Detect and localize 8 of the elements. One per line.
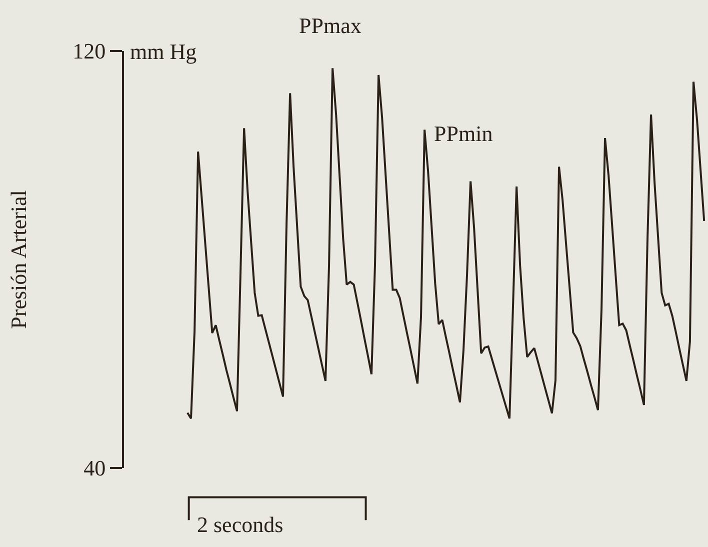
y-tick-label: 40 — [84, 456, 106, 481]
y-axis-title: Presión Arterial — [6, 190, 31, 329]
text: PPmax — [299, 13, 362, 38]
annotation: mm Hg — [130, 39, 197, 64]
annotation: PPmin — [434, 121, 493, 146]
text: 2 seconds — [197, 512, 284, 537]
y-tick-label: 120 — [72, 38, 106, 64]
line-series — [186, 67, 706, 420]
